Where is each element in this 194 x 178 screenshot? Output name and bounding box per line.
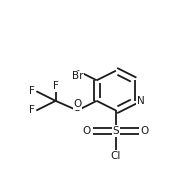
Text: O: O [83,126,91,136]
Text: O: O [73,99,82,109]
Text: Cl: Cl [111,151,121,161]
Text: Br: Br [72,71,83,81]
Text: N: N [137,96,145,106]
Text: F: F [53,81,59,91]
Text: S: S [113,126,119,136]
Text: F: F [29,105,35,116]
Text: F: F [29,86,35,96]
Text: O: O [141,126,149,136]
